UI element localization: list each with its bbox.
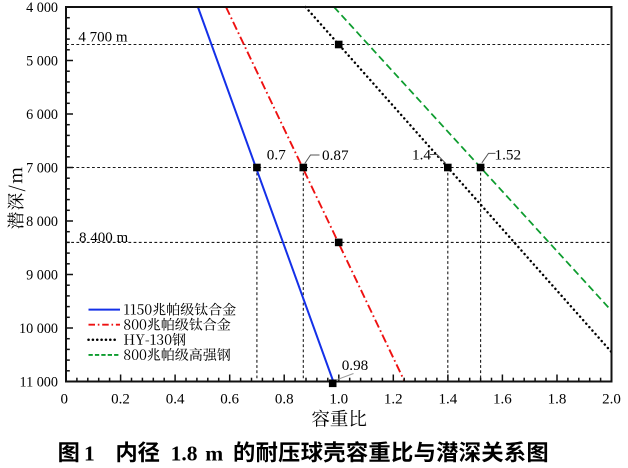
svg-text:0.2: 0.2 [111,392,130,408]
svg-text:2.0: 2.0 [602,392,621,408]
svg-text:9 000: 9 000 [26,268,58,284]
svg-text:0.8: 0.8 [275,392,294,408]
svg-text:0.7: 0.7 [267,146,286,163]
svg-text:0.4: 0.4 [166,392,185,408]
svg-text:1: 1 [84,441,95,465]
svg-text:8 000: 8 000 [26,214,58,230]
svg-text:1.4: 1.4 [438,392,457,408]
svg-text:8 400 m: 8 400 m [79,230,129,246]
svg-text:4 700 m: 4 700 m [78,29,128,45]
svg-text:1.0: 1.0 [329,392,348,408]
svg-text:1.4: 1.4 [412,146,431,163]
svg-text:6 000: 6 000 [26,107,58,123]
svg-text:1.52: 1.52 [495,147,522,164]
svg-text:1.6: 1.6 [493,392,512,408]
svg-text:1.8: 1.8 [171,441,198,465]
svg-text:1.8: 1.8 [548,392,567,408]
svg-text:1.2: 1.2 [384,392,403,408]
svg-text:0.6: 0.6 [220,392,239,408]
svg-text:7 000: 7 000 [26,161,58,177]
svg-text:5 000: 5 000 [26,54,58,70]
svg-text:0.98: 0.98 [342,357,369,374]
svg-text:4 000: 4 000 [26,0,58,16]
svg-text:11 000: 11 000 [20,375,59,391]
svg-text:0: 0 [60,392,68,408]
svg-text:10 000: 10 000 [19,321,58,337]
svg-text:0.87: 0.87 [322,147,349,164]
svg-text:m: m [205,441,223,465]
